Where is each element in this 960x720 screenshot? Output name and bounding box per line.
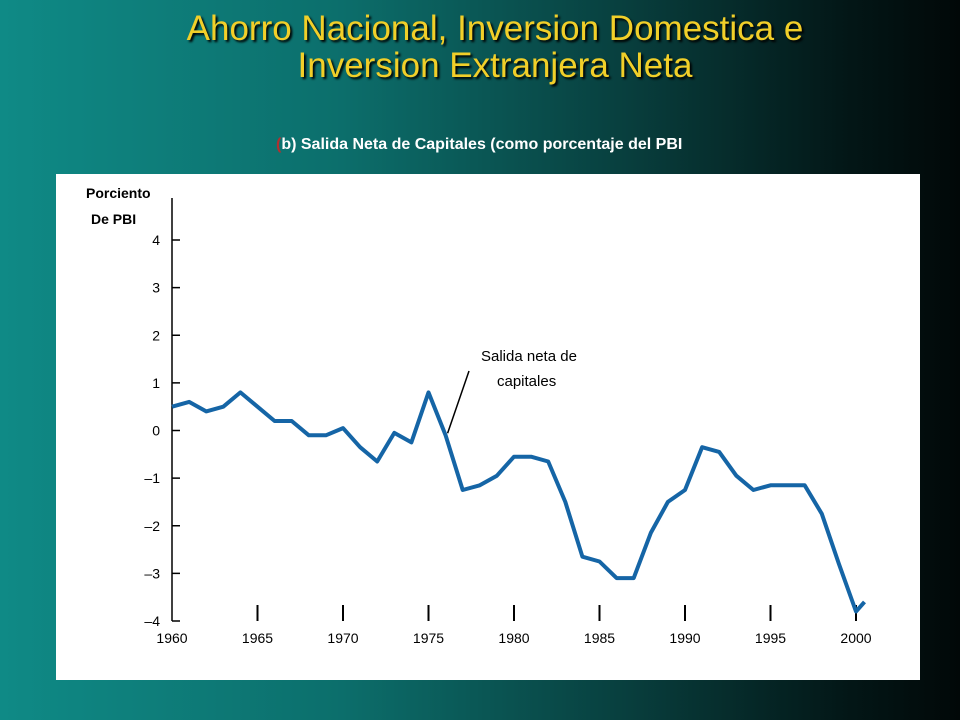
y-tick-label: 1 [152, 375, 160, 391]
x-tick-label: 1995 [755, 630, 786, 646]
y-tick-label: 2 [152, 327, 160, 343]
y-tick-label: 4 [152, 232, 160, 248]
series-line [171, 390, 866, 614]
title-line-2: Inversion Extranjera Neta [297, 46, 693, 85]
annotation-label-line-2: capitales [497, 373, 556, 390]
y-tick-label: 0 [152, 423, 160, 439]
y-axis-ticks: 4 3 2 1 0 –1 –2 –3 –4 [144, 232, 180, 629]
x-tick-label: 1975 [413, 630, 444, 646]
y-tick-label: –1 [144, 470, 160, 486]
title-line-1: Ahorro Nacional, Inversion Domestica e [186, 9, 804, 48]
chart-panel: 4 3 2 1 0 –1 –2 –3 –4 1960 1965 1970 1975 1980 1985 19… [56, 174, 920, 680]
y-tick-label: –2 [144, 518, 160, 534]
subtitle-open-paren: ( [276, 136, 282, 153]
series-layer [171, 390, 866, 614]
subtitle-text: b) Salida Neta de Capitales (como porcen… [281, 136, 683, 153]
x-tick-label: 1970 [327, 630, 358, 646]
x-tick-label: 2000 [840, 630, 871, 646]
y-tick-label: –4 [144, 613, 160, 629]
x-tick-label: 1965 [242, 630, 273, 646]
x-tick-label: 1960 [156, 630, 187, 646]
x-tick-label: 1990 [669, 630, 700, 646]
y-axis-label-line-1: Porciento [86, 185, 151, 201]
x-axis-ticks: 1960 1965 1970 1975 1980 1985 1990 1995 2000 [156, 605, 872, 646]
y-tick-label: –3 [144, 565, 160, 581]
x-tick-label: 1985 [584, 630, 615, 646]
annotation-leader-line [446, 370, 470, 434]
x-tick-label: 1980 [498, 630, 529, 646]
chart-subtitle: (b) Salida Neta de Capitales (como porce… [276, 136, 682, 154]
slide-title: Ahorro Nacional, Inversion Domestica e I… [0, 10, 960, 84]
y-tick-label: 3 [152, 280, 160, 296]
annotation-label-line-1: Salida neta de [481, 348, 577, 365]
y-axis-label-line-2: De PBI [91, 211, 136, 227]
